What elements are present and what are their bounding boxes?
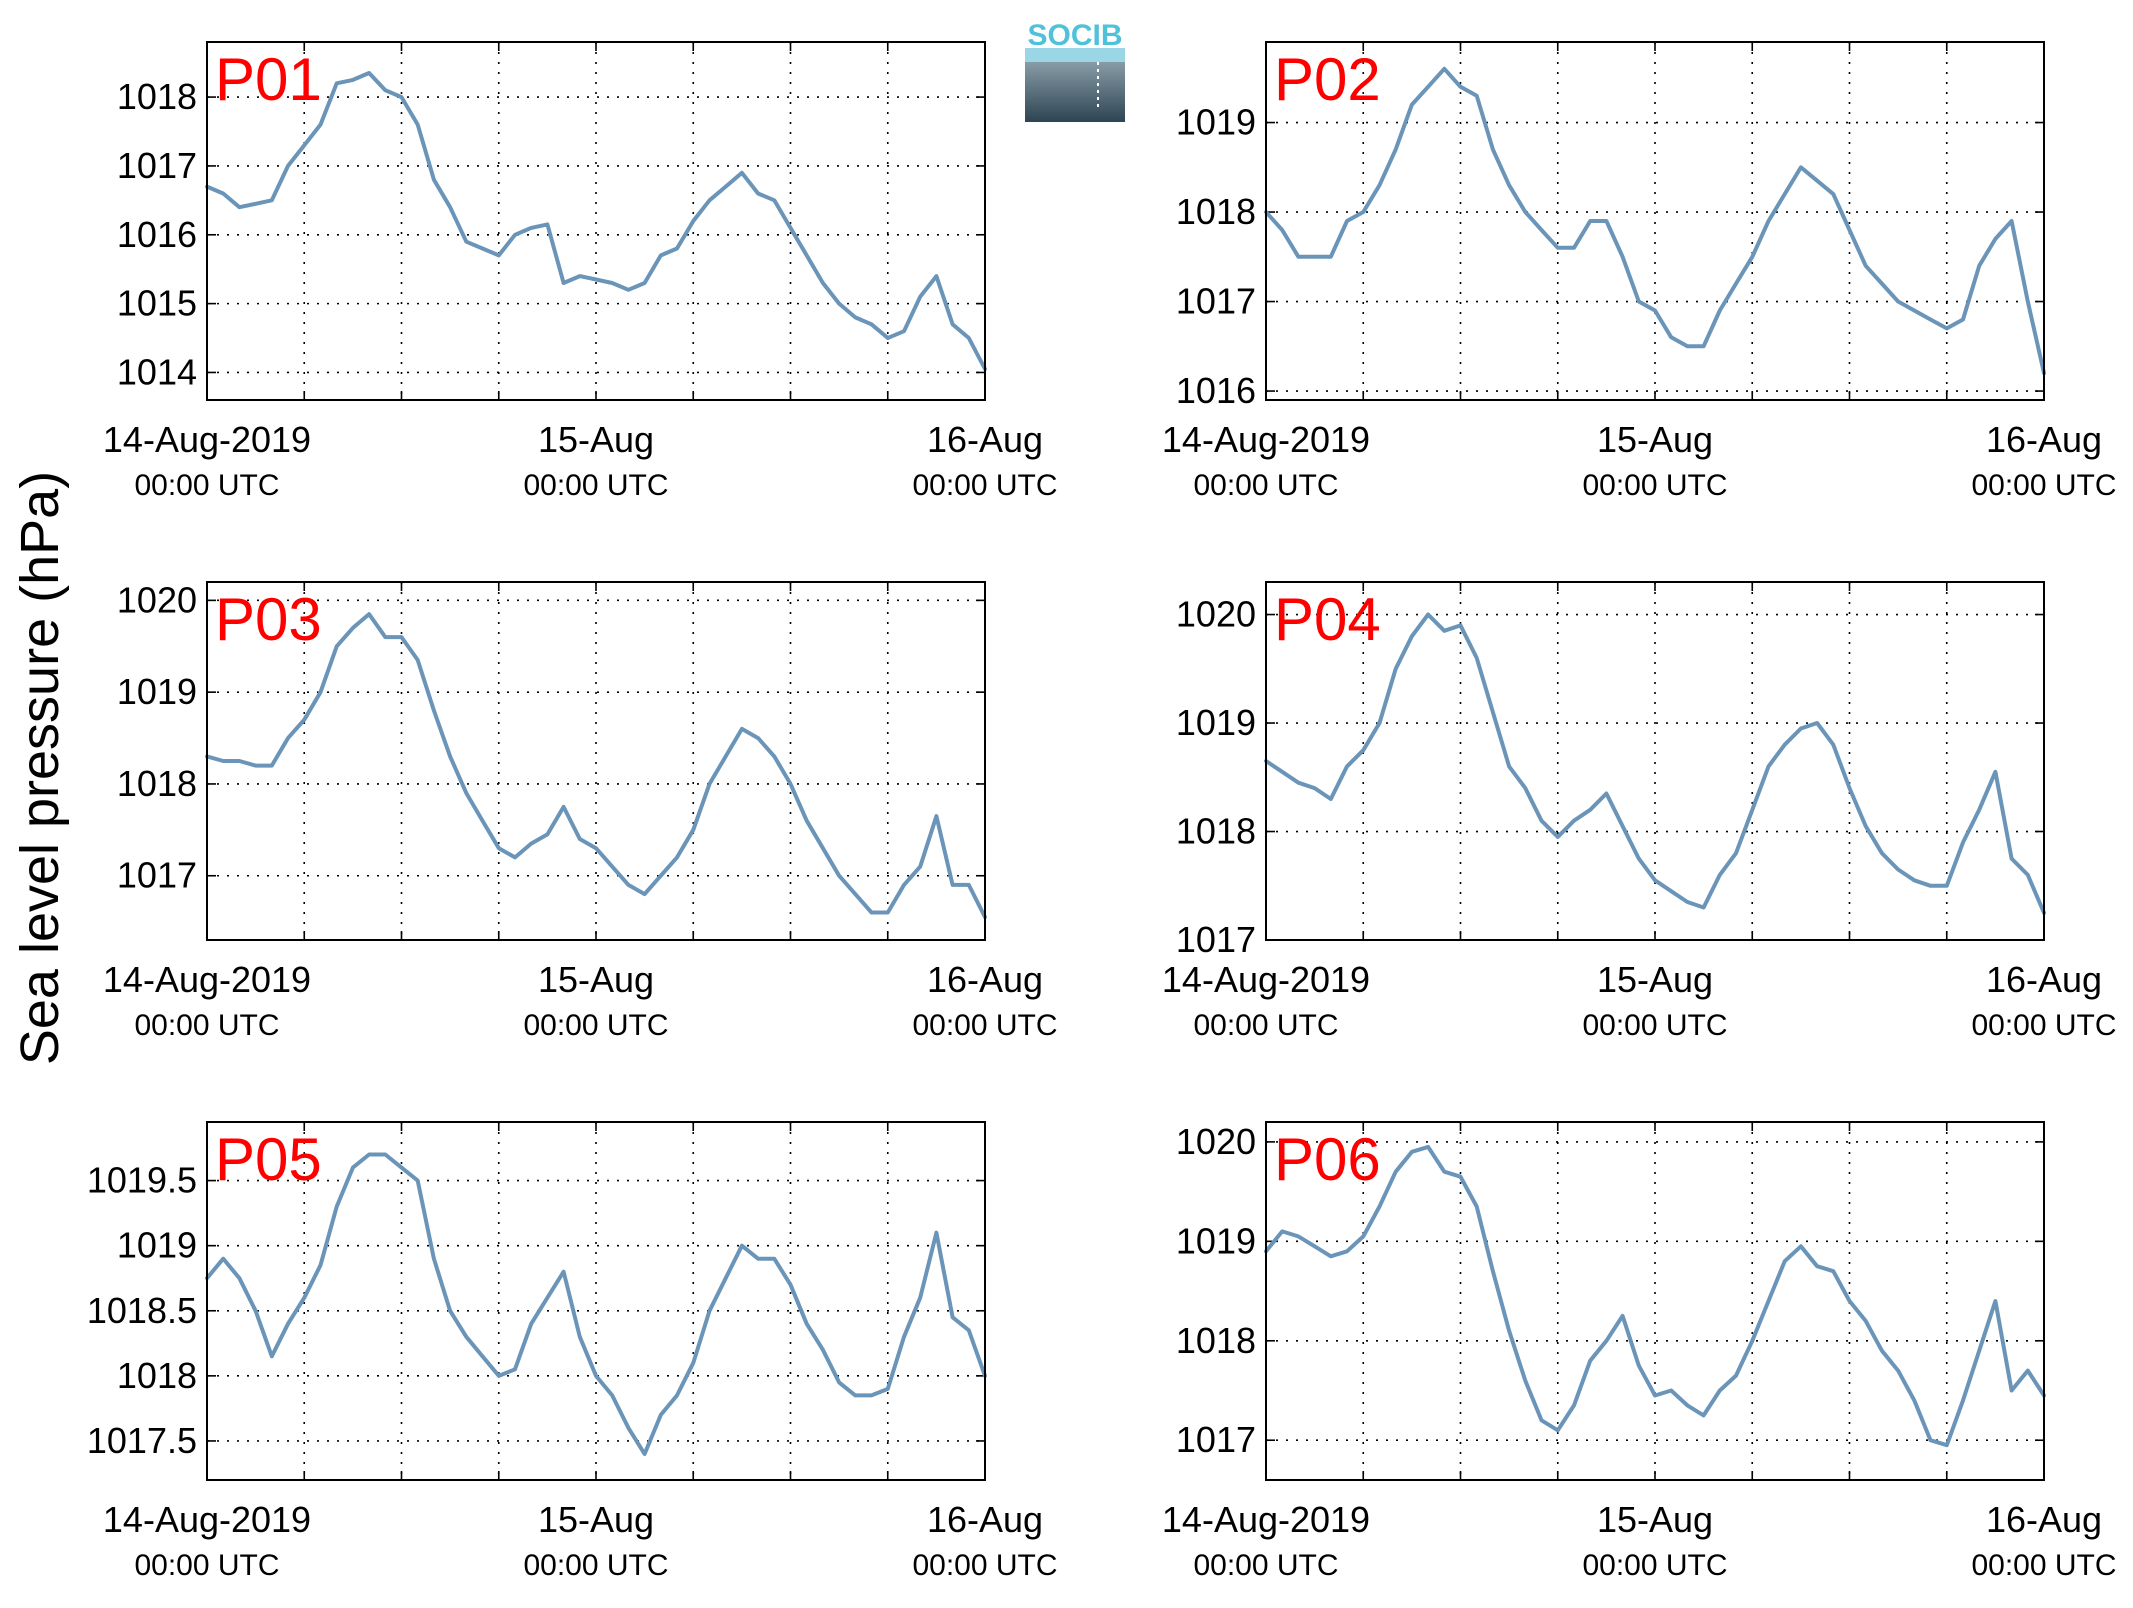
x-tick-label: 16-Aug bbox=[1986, 419, 2102, 460]
x-tick-label: 16-Aug bbox=[927, 959, 1043, 1000]
logo-text: SOCIB bbox=[1027, 19, 1122, 52]
x-tick-sublabel: 00:00 UTC bbox=[523, 1549, 668, 1582]
x-tick-sublabel: 00:00 UTC bbox=[1971, 1549, 2116, 1582]
series-line bbox=[205, 612, 987, 920]
y-tick-label: 1019.5 bbox=[87, 1160, 197, 1201]
y-tick-label: 1017 bbox=[1176, 919, 1256, 960]
x-tick-label: 14-Aug-2019 bbox=[103, 1499, 311, 1540]
panel-p04: 1017 1018 1019 1020 14-Aug-2019 00:00 UTC 15-A… bbox=[1162, 581, 2117, 1042]
y-tick-label: 1020 bbox=[1176, 1121, 1256, 1162]
series-line bbox=[205, 1152, 987, 1456]
x-tick-sublabel: 00:00 UTC bbox=[1582, 1009, 1727, 1042]
y-tick-label: 1018 bbox=[117, 763, 197, 804]
x-tick-sublabel: 00:00 UTC bbox=[1193, 469, 1338, 502]
y-tick-label: 1017 bbox=[1176, 1419, 1256, 1460]
x-tick-sublabel: 00:00 UTC bbox=[1582, 1549, 1727, 1582]
y-tick-label: 1017 bbox=[117, 855, 197, 896]
y-tick-label: 1017 bbox=[1176, 281, 1256, 322]
axes-frame bbox=[1265, 581, 2045, 941]
panel-title: P04 bbox=[1274, 586, 1381, 653]
y-tick-label: 1018 bbox=[1176, 191, 1256, 232]
chart-panels: 1014 1015 1016 1017 1018 14-Aug-2019 00:00 UTC… bbox=[87, 41, 2117, 1582]
x-tick-sublabel: 00:00 UTC bbox=[1971, 1009, 2116, 1042]
x-tick-label: 16-Aug bbox=[1986, 959, 2102, 1000]
y-tick-label: 1019 bbox=[1176, 1220, 1256, 1261]
series-line bbox=[1264, 66, 2046, 376]
x-tick-label: 14-Aug-2019 bbox=[1162, 1499, 1370, 1540]
y-tick-label: 1017.5 bbox=[87, 1420, 197, 1461]
x-tick-label: 14-Aug-2019 bbox=[1162, 419, 1370, 460]
x-tick-sublabel: 00:00 UTC bbox=[1193, 1009, 1338, 1042]
y-tick-label: 1017 bbox=[117, 145, 197, 186]
x-tick-label: 16-Aug bbox=[927, 419, 1043, 460]
x-tick-label: 15-Aug bbox=[538, 959, 654, 1000]
x-tick-label: 15-Aug bbox=[538, 419, 654, 460]
y-tick-label: 1018 bbox=[117, 1355, 197, 1396]
x-tick-label: 15-Aug bbox=[1597, 419, 1713, 460]
x-tick-sublabel: 00:00 UTC bbox=[912, 1549, 1057, 1582]
axes-frame bbox=[206, 1121, 986, 1481]
x-tick-label: 15-Aug bbox=[1597, 959, 1713, 1000]
x-tick-sublabel: 00:00 UTC bbox=[1582, 469, 1727, 502]
panel-title: P01 bbox=[215, 46, 322, 113]
axes-frame bbox=[206, 41, 986, 401]
panel-p06: 1017 1018 1019 1020 14-Aug-2019 00:00 UTC 15-A… bbox=[1162, 1121, 2117, 1582]
y-tick-label: 1020 bbox=[117, 579, 197, 620]
y-tick-label: 1019 bbox=[1176, 102, 1256, 143]
y-tick-label: 1020 bbox=[1176, 594, 1256, 635]
x-tick-label: 15-Aug bbox=[538, 1499, 654, 1540]
x-tick-sublabel: 00:00 UTC bbox=[1971, 469, 2116, 502]
series-line bbox=[1264, 612, 2046, 915]
socib-logo: SOCIB bbox=[1025, 19, 1125, 122]
panel-p02: 1016 1017 1018 1019 14-Aug-2019 00:00 UTC 15-A… bbox=[1162, 41, 2117, 502]
y-tick-label: 1019 bbox=[117, 1225, 197, 1266]
axes-frame bbox=[1265, 41, 2045, 401]
axes-frame bbox=[206, 581, 986, 941]
panel-title: P03 bbox=[215, 586, 322, 653]
x-tick-sublabel: 00:00 UTC bbox=[134, 1009, 279, 1042]
y-tick-label: 1018 bbox=[117, 76, 197, 117]
series-line bbox=[1264, 1144, 2046, 1448]
y-tick-label: 1018 bbox=[1176, 811, 1256, 852]
x-tick-label: 14-Aug-2019 bbox=[103, 959, 311, 1000]
panel-p03: 1017 1018 1019 1020 14-Aug-2019 00:00 UTC 15-A… bbox=[103, 579, 1058, 1042]
y-tick-label: 1016 bbox=[117, 214, 197, 255]
y-axis-label: Sea level pressure (hPa) bbox=[10, 471, 70, 1065]
x-tick-sublabel: 00:00 UTC bbox=[134, 469, 279, 502]
axes-frame bbox=[1265, 1121, 2045, 1481]
panel-title: P06 bbox=[1274, 1126, 1381, 1193]
panel-title: P02 bbox=[1274, 46, 1381, 113]
x-tick-label: 14-Aug-2019 bbox=[103, 419, 311, 460]
series-line bbox=[205, 71, 987, 371]
x-tick-sublabel: 00:00 UTC bbox=[1193, 1549, 1338, 1582]
y-tick-label: 1015 bbox=[117, 283, 197, 324]
x-tick-sublabel: 00:00 UTC bbox=[134, 1549, 279, 1582]
x-tick-sublabel: 00:00 UTC bbox=[523, 1009, 668, 1042]
panel-p01: 1014 1015 1016 1017 1018 14-Aug-2019 00:00 UTC… bbox=[103, 41, 1058, 502]
y-tick-label: 1019 bbox=[1176, 702, 1256, 743]
x-tick-label: 14-Aug-2019 bbox=[1162, 959, 1370, 1000]
y-tick-label: 1019 bbox=[117, 671, 197, 712]
y-tick-label: 1018.5 bbox=[87, 1290, 197, 1331]
y-tick-label: 1018 bbox=[1176, 1320, 1256, 1361]
x-tick-sublabel: 00:00 UTC bbox=[912, 1009, 1057, 1042]
x-tick-label: 16-Aug bbox=[927, 1499, 1043, 1540]
x-tick-sublabel: 00:00 UTC bbox=[912, 469, 1057, 502]
x-tick-label: 16-Aug bbox=[1986, 1499, 2102, 1540]
panel-p05: 1017.5 1018 1018.5 1019 1019.5 14-Aug-2019 00:… bbox=[87, 1121, 1058, 1582]
y-tick-label: 1016 bbox=[1176, 370, 1256, 411]
panel-title: P05 bbox=[215, 1126, 322, 1193]
y-tick-label: 1014 bbox=[117, 351, 197, 392]
x-tick-label: 15-Aug bbox=[1597, 1499, 1713, 1540]
x-tick-sublabel: 00:00 UTC bbox=[523, 469, 668, 502]
